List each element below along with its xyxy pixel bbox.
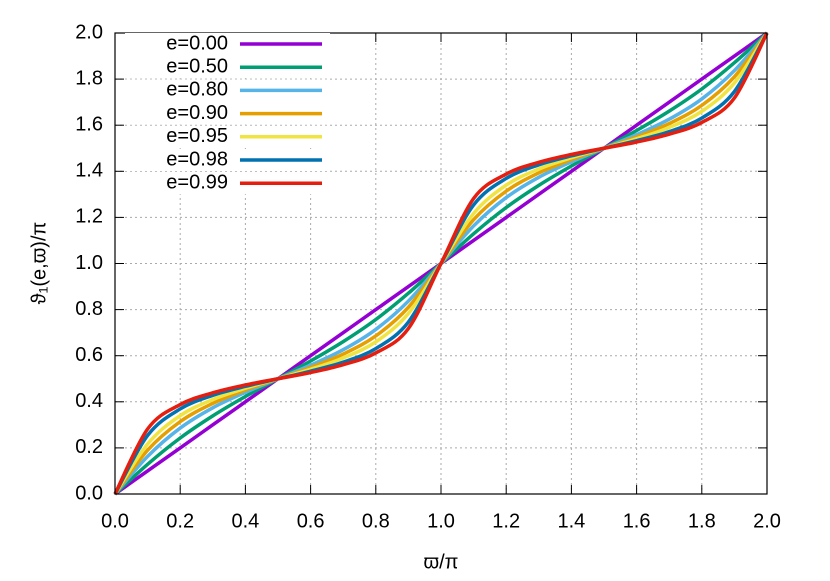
y-tick-label: 0.8 xyxy=(75,298,103,320)
y-tick-label: 1.4 xyxy=(75,160,103,182)
y-tick-label: 1.2 xyxy=(75,206,103,228)
legend-bg xyxy=(125,102,330,125)
y-tick-label: 0.2 xyxy=(75,436,103,458)
x-tick-label: 2.0 xyxy=(753,510,781,532)
x-tick-label: 1.6 xyxy=(623,510,651,532)
x-tick-label: 0.8 xyxy=(362,510,390,532)
x-tick-label: 0.6 xyxy=(297,510,325,532)
legend-label: e=0.90 xyxy=(166,102,228,124)
x-axis-label: ϖ/π xyxy=(424,551,459,573)
x-tick-label: 0.4 xyxy=(231,510,259,532)
y-axis-label: ϑ₁(e,ϖ)/π xyxy=(28,222,50,305)
x-tick-label: 1.4 xyxy=(557,510,585,532)
legend-label: e=0.99 xyxy=(166,171,228,193)
legend-label: e=0.80 xyxy=(166,79,228,101)
legend-bg xyxy=(125,149,330,171)
y-tick-label: 2.0 xyxy=(75,21,103,43)
series-line xyxy=(113,32,769,495)
legend-bg xyxy=(125,172,330,195)
y-tick-label: 0.6 xyxy=(75,344,103,366)
legend-bg xyxy=(125,56,330,79)
x-tick-label: 1.2 xyxy=(492,510,520,532)
legend-bg xyxy=(125,33,330,55)
y-tick-label: 1.6 xyxy=(75,113,103,135)
legend-bg xyxy=(125,79,330,102)
y-tick-label: 0.0 xyxy=(75,482,103,504)
x-tick-label: 0.0 xyxy=(101,510,129,532)
legend-label: e=0.95 xyxy=(166,125,228,147)
legend-label: e=0.98 xyxy=(166,148,228,170)
legend-bg xyxy=(125,125,330,148)
plot-frame xyxy=(114,32,768,495)
legend-label: e=0.00 xyxy=(166,32,228,54)
x-tick-label: 1.0 xyxy=(427,510,455,532)
legend-label: e=0.50 xyxy=(166,55,228,77)
y-tick-label: 1.0 xyxy=(75,252,103,274)
x-tick-label: 0.2 xyxy=(166,510,194,532)
y-tick-label: 1.8 xyxy=(75,67,103,89)
y-tick-label: 0.4 xyxy=(75,390,103,412)
x-tick-label: 1.8 xyxy=(688,510,716,532)
